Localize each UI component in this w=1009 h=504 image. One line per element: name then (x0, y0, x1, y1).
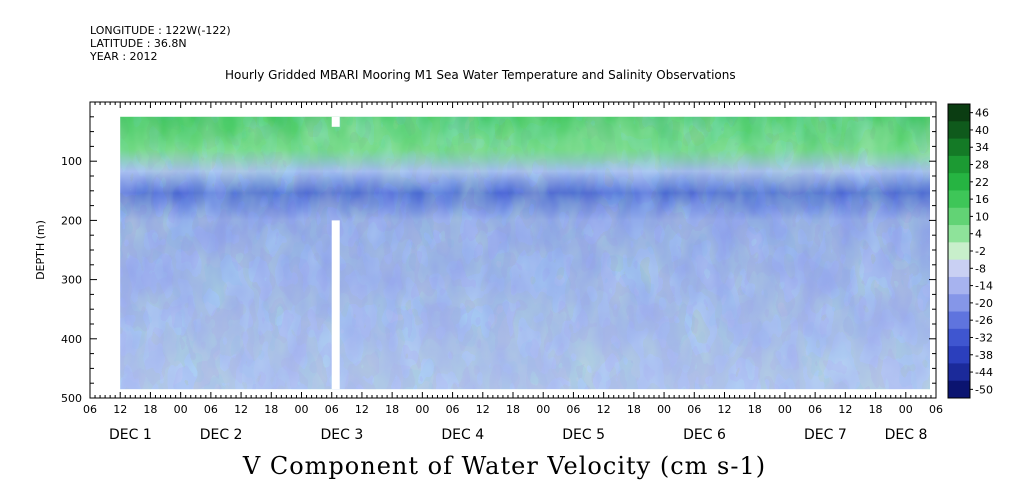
colorbar-label: -20 (975, 297, 993, 310)
y-tick-label: 100 (61, 155, 82, 168)
x-tick-label: 12 (838, 403, 852, 416)
x-tick-label: 06 (325, 403, 339, 416)
x-tick-label: 00 (415, 403, 429, 416)
colorbar-label: 28 (975, 159, 989, 172)
colorbar-label: 46 (975, 107, 989, 120)
colorbar-label: -50 (975, 383, 993, 396)
colorbar-swatch (948, 104, 970, 122)
colorbar-swatch (948, 173, 970, 191)
x-tick-label: 00 (899, 403, 913, 416)
x-day-label: DEC 1 (109, 427, 152, 443)
x-tick-label: 06 (204, 403, 218, 416)
colorbar-swatch (948, 346, 970, 364)
x-day-label: DEC 7 (804, 427, 847, 443)
colorbar-swatch (948, 155, 970, 174)
data-gap-top (331, 116, 340, 127)
colorbar-swatch (948, 380, 970, 399)
y-tick-label: 400 (61, 333, 82, 346)
x-tick-label: 18 (506, 403, 520, 416)
x-tick-label: 18 (627, 403, 641, 416)
colorbar-swatch (948, 328, 970, 347)
x-tick-label: 06 (808, 403, 822, 416)
heatmap-texture (120, 116, 930, 390)
longitude-label: LONGITUDE : 122W(-122) (90, 24, 231, 37)
colorbar-label: -8 (975, 262, 986, 275)
colorbar-label: 40 (975, 124, 989, 137)
x-tick-label: 18 (143, 403, 157, 416)
y-tick-label: 500 (61, 392, 82, 405)
x-tick-label: 12 (113, 403, 127, 416)
colorbar-swatch (948, 363, 970, 382)
x-tick-label: 12 (597, 403, 611, 416)
colorbar-label: -38 (975, 349, 993, 362)
latitude-label: LATITUDE : 36.8N (90, 37, 187, 50)
x-tick-label: 18 (748, 403, 762, 416)
colorbar-label: -44 (975, 366, 993, 379)
colorbar-swatch (948, 276, 970, 295)
x-day-label: DEC 8 (885, 427, 928, 443)
colorbar-swatch (948, 259, 970, 278)
x-tick-label: 12 (718, 403, 732, 416)
colorbar-label: 16 (975, 193, 989, 206)
x-tick-label: 06 (83, 403, 97, 416)
x-tick-label: 00 (657, 403, 671, 416)
colorbar-label: 4 (975, 228, 982, 241)
colorbar-swatch (948, 311, 970, 330)
x-tick-label: 06 (566, 403, 580, 416)
x-tick-label: 12 (355, 403, 369, 416)
x-day-label: DEC 3 (321, 427, 364, 443)
y-axis-label: DEPTH (m) (34, 220, 47, 280)
colorbar-swatch (948, 138, 970, 157)
x-day-label: DEC 4 (441, 427, 484, 443)
colorbar-label: -26 (975, 314, 993, 327)
x-tick-label: 00 (536, 403, 550, 416)
chart-title: Hourly Gridded MBARI Mooring M1 Sea Wate… (225, 68, 736, 82)
x-tick-label: 06 (929, 403, 943, 416)
x-tick-label: 06 (446, 403, 460, 416)
colorbar-swatch (948, 242, 970, 261)
x-tick-label: 18 (869, 403, 883, 416)
x-tick-label: 12 (234, 403, 248, 416)
x-tick-label: 06 (687, 403, 701, 416)
y-tick-label: 200 (61, 214, 82, 227)
colorbar-swatch (948, 121, 970, 140)
x-day-label: DEC 2 (200, 427, 243, 443)
x-tick-label: 00 (778, 403, 792, 416)
colorbar-label: -32 (975, 331, 993, 344)
x-tick-label: 00 (295, 403, 309, 416)
colorbar-label: -14 (975, 280, 993, 293)
x-day-label: DEC 5 (562, 427, 605, 443)
data-gap (331, 220, 340, 390)
metadata-block: LONGITUDE : 122W(-122) LATITUDE : 36.8N … (90, 24, 231, 63)
colorbar-label: -2 (975, 245, 986, 258)
colorbar-swatch (948, 207, 970, 226)
chart-subtitle: V Component of Water Velocity (cm s-1) (242, 452, 767, 480)
colorbar-label: 10 (975, 210, 989, 223)
colorbar-swatch (948, 190, 970, 209)
x-day-label: DEC 6 (683, 427, 726, 443)
x-tick-label: 00 (174, 403, 188, 416)
colorbar-swatch (948, 294, 970, 313)
x-tick-label: 18 (385, 403, 399, 416)
x-tick-label: 18 (264, 403, 278, 416)
year-label: YEAR : 2012 (90, 50, 158, 63)
colorbar-label: 34 (975, 141, 989, 154)
y-tick-label: 300 (61, 274, 82, 287)
x-tick-label: 12 (476, 403, 490, 416)
colorbar-label: 22 (975, 176, 989, 189)
colorbar-swatch (948, 225, 970, 243)
